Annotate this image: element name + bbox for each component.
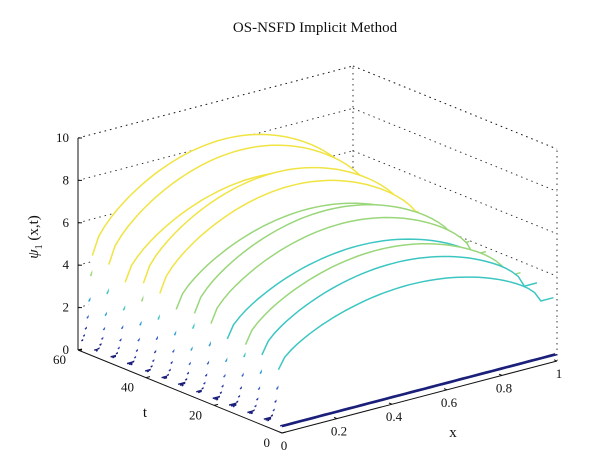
x-tick bbox=[498, 373, 503, 376]
surface-slice-line bbox=[142, 166, 419, 284]
z-tick-label: 0 bbox=[63, 342, 70, 357]
surface-slice-line bbox=[281, 353, 558, 428]
z-gridline bbox=[352, 107, 558, 192]
z-tick-label: 6 bbox=[63, 215, 70, 230]
x-tick-label: 0 bbox=[281, 438, 288, 453]
y-tick bbox=[281, 431, 287, 434]
surface-slice-line bbox=[280, 353, 556, 427]
x-tick-label: 0.8 bbox=[496, 380, 512, 395]
x-axis-label: x bbox=[449, 425, 457, 441]
z-label-subscript: 1 bbox=[34, 244, 45, 249]
surface-slice-line bbox=[244, 243, 521, 346]
z-tick-label: 10 bbox=[56, 130, 69, 145]
surface-mesh bbox=[81, 133, 558, 433]
surface-slice-line bbox=[159, 179, 435, 294]
surface-slice-line bbox=[277, 276, 554, 371]
z-axis-label: ψ1 (x,t) bbox=[26, 215, 45, 259]
surface-slice-fill bbox=[282, 354, 557, 433]
y-tick-label: 0 bbox=[264, 435, 271, 450]
x-tick bbox=[553, 359, 558, 362]
y-tick-label: 60 bbox=[53, 352, 66, 367]
z-label-symbol: ψ bbox=[26, 249, 42, 259]
y-tick bbox=[213, 403, 219, 406]
x-tick-label: 1 bbox=[556, 366, 563, 381]
z-tick-label: 8 bbox=[63, 172, 70, 187]
x-axis-line bbox=[281, 360, 558, 434]
chart-title: OS-NSFD Implicit Method bbox=[233, 20, 398, 36]
surface-slice-line bbox=[210, 216, 487, 324]
t-axis-line bbox=[77, 349, 283, 434]
surface-slice-line bbox=[108, 144, 384, 265]
x-tick-label: 0.6 bbox=[441, 395, 458, 410]
z-gridline bbox=[352, 150, 558, 235]
x-tick-label: 0.4 bbox=[386, 409, 403, 424]
z-tick-label: 2 bbox=[63, 300, 70, 315]
z-gridline bbox=[77, 65, 354, 139]
surface-slice-line bbox=[261, 255, 538, 356]
surface-slice-line bbox=[91, 133, 368, 256]
y-tick-label: 40 bbox=[121, 380, 134, 395]
y-axis-label: t bbox=[143, 405, 148, 421]
x-tick bbox=[388, 402, 393, 405]
x-tick bbox=[333, 416, 338, 420]
y-tick-label: 20 bbox=[189, 407, 202, 422]
surface-slice-fill bbox=[278, 277, 554, 432]
x-tick bbox=[443, 388, 448, 391]
y-tick bbox=[145, 376, 151, 379]
x-tick bbox=[278, 431, 283, 434]
z-tick-label: 4 bbox=[63, 257, 70, 272]
box-edge bbox=[77, 65, 354, 139]
z-gridline bbox=[77, 107, 354, 181]
z-gridline bbox=[352, 65, 558, 150]
x-tick-label: 0.2 bbox=[331, 424, 347, 439]
z-label-args: (x,t) bbox=[26, 215, 42, 244]
surface-slice-line bbox=[193, 203, 470, 314]
